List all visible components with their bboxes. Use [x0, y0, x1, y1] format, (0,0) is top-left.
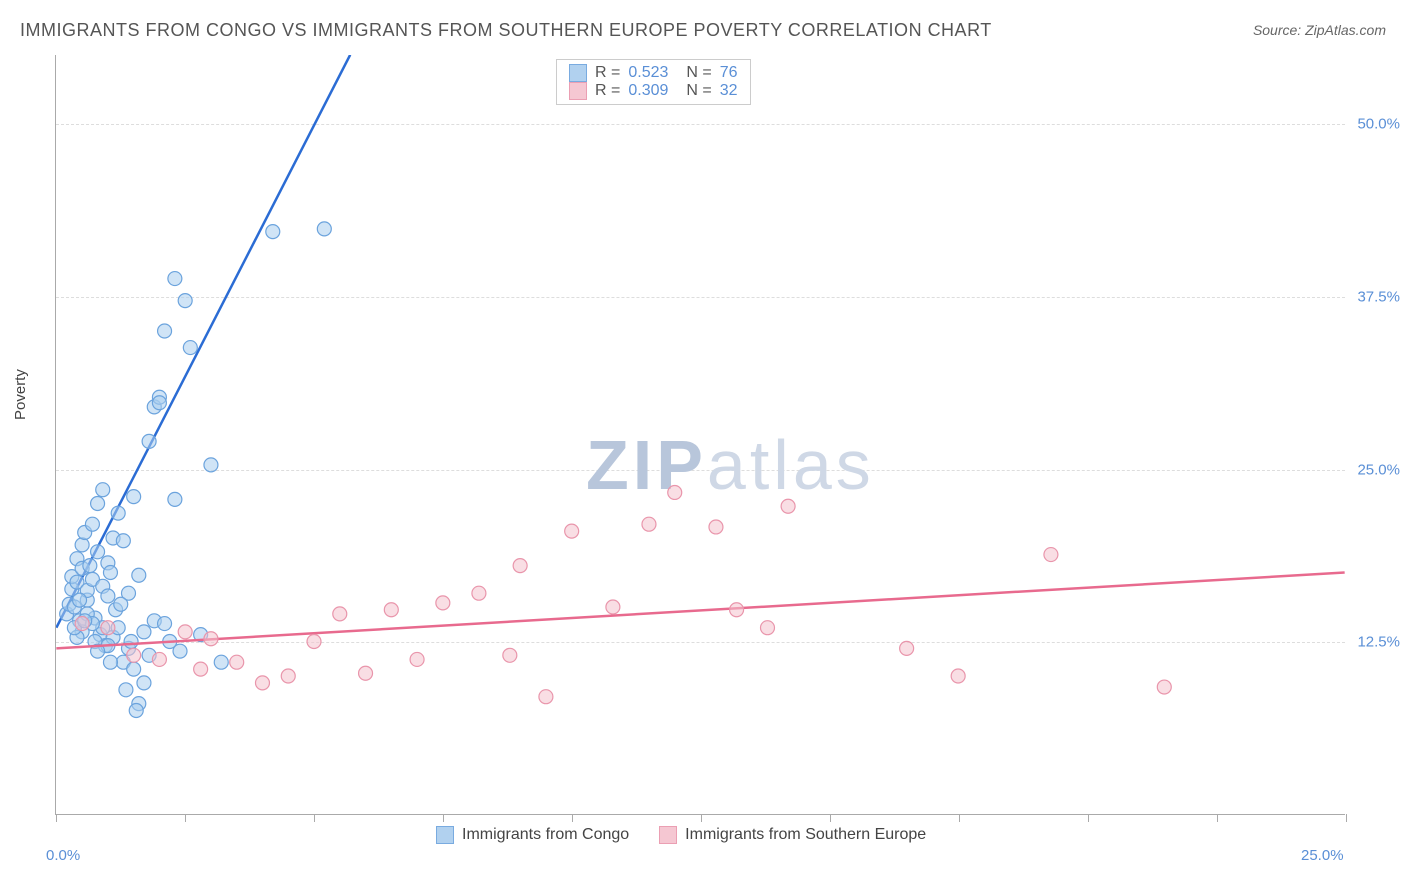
legend-row-series1: R = 0.523 N = 76 — [569, 64, 738, 82]
y-tick-label: 37.5% — [1357, 288, 1400, 305]
x-tick-label: 0.0% — [46, 847, 80, 864]
legend-swatch-icon — [569, 64, 587, 82]
scatter-svg — [56, 55, 1345, 814]
legend-swatch-icon — [436, 826, 454, 844]
y-tick-label: 50.0% — [1357, 116, 1400, 133]
legend-swatch-icon — [659, 826, 677, 844]
correlation-legend: R = 0.523 N = 76 R = 0.309 N = 32 — [556, 59, 751, 105]
y-tick-label: 25.0% — [1357, 461, 1400, 478]
legend-item-series1: Immigrants from Congo — [436, 826, 629, 844]
x-tick-label: 25.0% — [1301, 847, 1344, 864]
y-axis-label: Poverty — [12, 369, 29, 420]
chart-title: IMMIGRANTS FROM CONGO VS IMMIGRANTS FROM… — [20, 20, 992, 41]
source-label: Source: ZipAtlas.com — [1253, 22, 1386, 38]
legend-item-series2: Immigrants from Southern Europe — [659, 826, 926, 844]
legend-row-series2: R = 0.309 N = 32 — [569, 82, 738, 100]
series-legend: Immigrants from Congo Immigrants from So… — [436, 826, 926, 844]
legend-label: Immigrants from Congo — [462, 826, 629, 844]
legend-label: Immigrants from Southern Europe — [685, 826, 926, 844]
plot-area: ZIPatlas R = 0.523 N = 76 R = 0.309 N = … — [55, 55, 1345, 815]
legend-swatch-icon — [569, 82, 587, 100]
y-tick-label: 12.5% — [1357, 634, 1400, 651]
